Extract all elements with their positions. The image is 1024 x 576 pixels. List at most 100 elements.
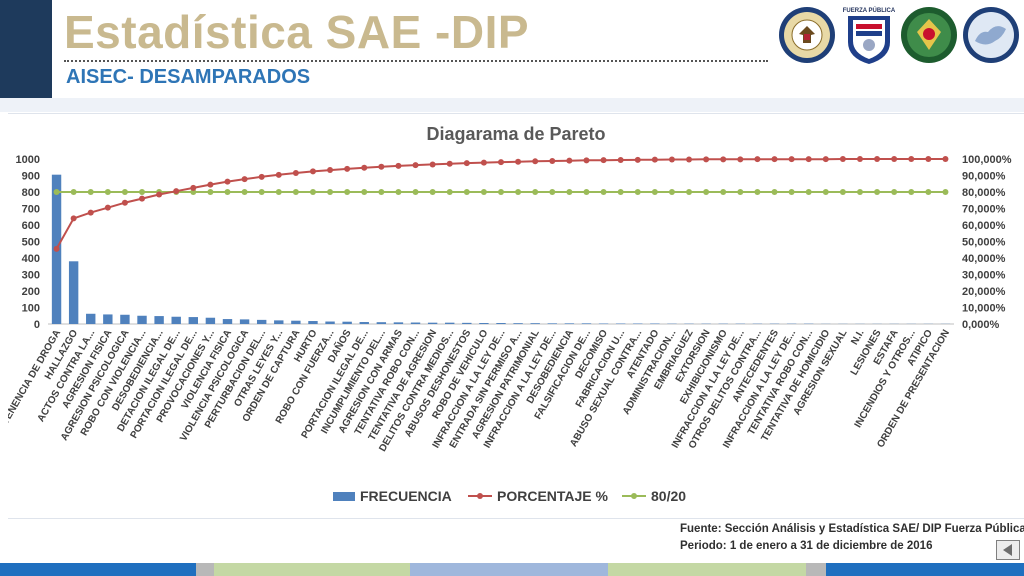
cumulative-point [104, 204, 111, 211]
footer-stripe-blue [0, 563, 196, 576]
chart-panel: Diagarama de Pareto 0 100 200 300 400 500 600 70… [0, 113, 1024, 519]
cumulative-point [327, 167, 334, 174]
threshold-point [327, 189, 334, 195]
bar [86, 313, 96, 324]
y-tick-label: 1000 [16, 154, 40, 166]
threshold-point [104, 189, 111, 195]
police-emblem-icon [901, 7, 957, 63]
threshold-point [651, 189, 658, 195]
cumulative-point [224, 178, 231, 185]
cumulative-point [600, 157, 607, 164]
bar [513, 323, 523, 324]
cumulative-point [925, 156, 932, 162]
threshold-point [378, 189, 385, 195]
bar [205, 317, 216, 324]
threshold-point [668, 189, 675, 195]
bar [445, 322, 455, 324]
cumulative-point [668, 156, 675, 163]
y-tick-label: 500 [22, 237, 40, 249]
bar [256, 319, 267, 324]
chart-title: Diagarama de Pareto [426, 124, 605, 144]
y2-tick-label: 90,000% [962, 171, 1006, 183]
bar [239, 319, 250, 324]
threshold-point [891, 189, 898, 195]
period-text: Periodo: 1 de enero a 31 de diciembre de… [680, 540, 933, 552]
threshold-point [395, 189, 402, 195]
threshold-point [309, 189, 316, 195]
header-accent-bar [0, 0, 52, 100]
threshold-point [139, 189, 146, 195]
source-text: Fuente: Sección Análisis y Estadística S… [680, 523, 1024, 535]
threshold-point [925, 189, 932, 195]
back-button[interactable] [996, 540, 1020, 560]
legend-marker-threshold [631, 493, 637, 499]
cumulative-point [412, 162, 419, 169]
bar [376, 322, 387, 324]
bar [530, 323, 540, 324]
threshold-point [908, 189, 915, 195]
y-tick-label: 900 [22, 171, 40, 183]
cumulative-line [55, 158, 946, 250]
page-title: Estadística SAE -DIP [64, 6, 530, 58]
cumulative-point [771, 156, 778, 163]
threshold-point [634, 189, 641, 195]
us-embassy-seal-icon [779, 7, 835, 63]
threshold-point [532, 189, 539, 195]
y2-tick-label: 20,000% [962, 286, 1006, 298]
threshold-point [515, 189, 522, 195]
cumulative-point [737, 156, 744, 163]
bar [120, 314, 130, 324]
pareto-chart: Diagarama de Pareto 0 100 200 300 400 500 600 70… [0, 124, 1012, 504]
cumulative-point [788, 156, 795, 163]
y2-tick-label: 80,000% [962, 187, 1006, 199]
y-tick-label: 0 [34, 319, 40, 331]
cumulative-point [309, 168, 316, 175]
legend-label: 80/20 [651, 488, 686, 504]
institution-logos: FUERZA PÚBLICA [778, 4, 1022, 68]
y-tick-label: 600 [22, 220, 40, 232]
threshold-point [121, 189, 128, 195]
threshold-point [480, 189, 487, 195]
y2-tick-label: 100,000% [962, 154, 1012, 166]
arrow-left-icon [1003, 544, 1012, 556]
threshold-point [600, 189, 607, 195]
y2-tick-label: 70,000% [962, 204, 1006, 216]
threshold-point [771, 189, 778, 195]
threshold-point [190, 189, 197, 195]
bar [496, 323, 506, 324]
threshold-point [70, 189, 77, 195]
threshold-point [583, 189, 590, 195]
cumulative-point [805, 156, 812, 163]
bar [222, 319, 233, 324]
cumulative-point [908, 156, 915, 162]
bar [564, 323, 575, 324]
cumulative-point [361, 164, 368, 171]
threshold-point [241, 189, 248, 195]
bar [103, 314, 113, 324]
cumulative-point [275, 171, 282, 178]
bar [547, 323, 557, 324]
cumulative-point [754, 156, 761, 163]
legend-label: FRECUENCIA [360, 488, 452, 504]
bar [359, 322, 369, 324]
header-band [0, 98, 1024, 112]
y-tick-label: 700 [22, 204, 40, 216]
bar [274, 320, 284, 324]
bar [410, 322, 421, 324]
cumulative-point [463, 160, 470, 167]
bar [154, 316, 164, 324]
cumulative-point [121, 199, 128, 206]
bar [137, 315, 147, 324]
bar [291, 320, 301, 324]
cumulative-point [498, 159, 504, 166]
footer-stripe-gray [196, 563, 214, 576]
cumulative-point [617, 156, 624, 163]
bar [393, 322, 404, 324]
threshold-point [686, 189, 693, 195]
footer-stripe-gray-2 [806, 563, 826, 576]
bar [342, 321, 352, 324]
cumulative-point [258, 173, 265, 180]
cumulative-point [378, 163, 385, 170]
legend-label: PORCENTAJE % [497, 488, 609, 504]
map-emblem-icon [963, 7, 1019, 63]
